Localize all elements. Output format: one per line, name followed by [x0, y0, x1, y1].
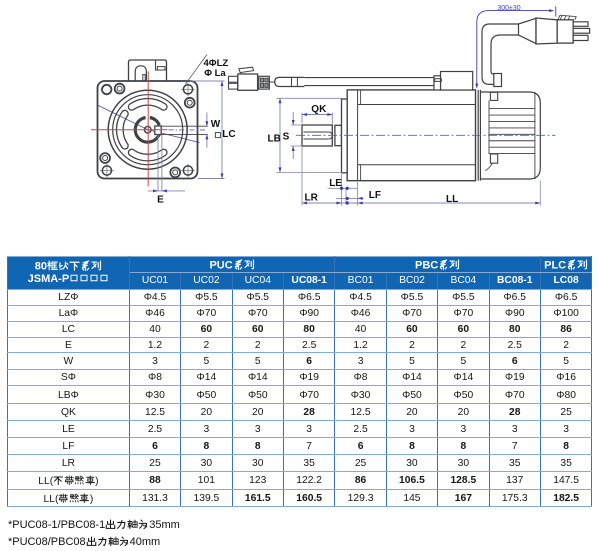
svg-text:LF: LF	[369, 190, 381, 201]
svg-text:LL: LL	[446, 194, 458, 205]
svg-text:Φ La: Φ La	[204, 68, 226, 79]
svg-text:QK: QK	[311, 104, 327, 115]
svg-text:4ΦLZ: 4ΦLZ	[204, 58, 229, 69]
svg-text:LC: LC	[222, 129, 235, 140]
svg-text:S: S	[283, 132, 290, 143]
svg-text:E: E	[157, 194, 164, 205]
svg-text:LR: LR	[305, 193, 319, 204]
svg-text:W: W	[211, 119, 221, 130]
svg-text:LE: LE	[329, 178, 342, 189]
svg-text:300±30: 300±30	[497, 5, 520, 12]
svg-text:LB: LB	[268, 133, 281, 144]
